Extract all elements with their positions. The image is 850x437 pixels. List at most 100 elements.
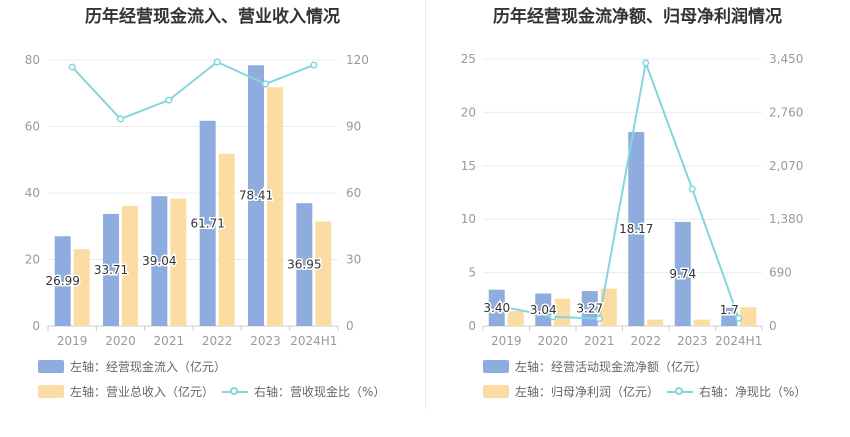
legend-label: 左轴：经营活动现金流净额（亿元）: [515, 360, 708, 374]
ratio-line: [71, 60, 315, 121]
data-label: 36.95: [287, 258, 321, 272]
y-tick-label-left: 20: [25, 253, 40, 267]
bar-primary: [488, 289, 505, 326]
bar-primary: [674, 221, 691, 326]
y-tick-label-right: 90: [346, 120, 361, 134]
legend-item-ratio[interactable]: 右轴：营收现金比（%）: [222, 383, 385, 400]
ratio-point: [549, 313, 557, 321]
bar-primary: [721, 307, 738, 326]
legend-label: 右轴：净现比（%）: [699, 385, 807, 399]
bar-swatch-icon: [483, 385, 509, 398]
ratio-point: [165, 96, 173, 104]
bar-primary: [248, 65, 264, 327]
y-tick-label-left: 10: [461, 212, 476, 226]
chart-title: 历年经营现金流净额、归母净利润情况: [493, 7, 782, 27]
chart-plot: 0 5 10 15 20 25 0 690 1,380 2,070 2,760 3,450 2019 20…: [461, 52, 804, 348]
chart-panel-cashflow-revenue: 历年经营现金流入、营业收入情况 0 20 40 60 80 0 30 60 90 120 2019 2…: [25, 7, 386, 400]
data-label: 3.04: [530, 303, 557, 317]
data-label: 9.74: [669, 267, 696, 281]
bar-primary: [199, 120, 216, 327]
y-tick-label-left: 5: [468, 266, 476, 280]
x-tick-label: 2019: [491, 334, 522, 348]
ratio-point: [642, 59, 650, 67]
bar-primary: [628, 131, 645, 326]
bar-secondary: [740, 307, 757, 326]
data-label: 3.40: [483, 301, 510, 315]
line-marker-icon: [222, 385, 248, 398]
bar-secondary: [218, 153, 235, 326]
y-tick-label-right: 690: [769, 266, 792, 280]
ratio-point: [310, 61, 318, 69]
y-tick-label-left: 60: [25, 120, 40, 134]
ratio-point: [735, 314, 743, 322]
bar-secondary: [73, 249, 90, 326]
ratio-line: [506, 59, 740, 320]
y-tick-label-right: 3,450: [769, 52, 803, 66]
chart-title: 历年经营现金流入、营业收入情况: [85, 7, 340, 27]
legend-item-net-cashflow[interactable]: 左轴：经营活动现金流净额（亿元）: [483, 358, 707, 375]
legend-label: 左轴：营业总收入（亿元）: [70, 385, 215, 399]
bar-primary: [151, 196, 168, 326]
data-label: 3.27: [576, 302, 603, 316]
bar-secondary: [267, 87, 283, 326]
data-label: 78.41: [239, 189, 273, 203]
ratio-point: [213, 58, 221, 66]
y-tick-label-left: 80: [25, 53, 40, 67]
x-tick-label: 2024H1: [715, 334, 762, 348]
chart-panel-netcashflow-profit: 历年经营现金流净额、归母净利润情况 0 5 10 15 20 25 0 690 1,380 2,0…: [425, 0, 850, 437]
bar-secondary: [647, 319, 664, 326]
legend-item-revenue[interactable]: 左轴：营业总收入（亿元）: [38, 383, 214, 400]
x-tick-label: 2022: [630, 334, 661, 348]
y-tick-label-right: 0: [769, 319, 777, 333]
x-tick-label: 2023: [677, 334, 708, 348]
bar-swatch-icon: [38, 360, 64, 373]
bar-secondary: [600, 288, 617, 326]
ratio-point: [116, 115, 125, 123]
line-marker-icon: [667, 385, 693, 398]
y-tick-label-left: 0: [468, 319, 476, 333]
data-label: 18.17: [619, 222, 653, 236]
bar-primary: [296, 203, 313, 326]
y-tick-label-left: 0: [32, 319, 40, 333]
y-tick-label-right: 120: [346, 53, 369, 67]
bar-primary: [54, 236, 71, 326]
chart-plot: 0 20 40 60 80 0 30 60 90 120 2019 2020 2021 2022 2023 2…: [25, 53, 369, 348]
bar-secondary: [693, 319, 710, 326]
ratio-point: [68, 63, 76, 71]
bar-swatch-icon: [483, 360, 509, 373]
legend-item-net-profit[interactable]: 左轴：归母净利润（亿元）: [483, 383, 659, 400]
data-label: 26.99: [45, 274, 79, 288]
legend-label: 左轴：归母净利润（亿元）: [515, 385, 660, 399]
x-tick-label: 2023: [250, 334, 281, 348]
y-tick-label-right: 2,760: [769, 105, 803, 119]
x-tick-label: 2024H1: [290, 334, 337, 348]
y-tick-label-right: 0: [346, 319, 354, 333]
y-tick-label-left: 15: [461, 159, 476, 173]
legend-label: 左轴：经营现金流入（亿元）: [70, 360, 227, 374]
x-tick-label: 2021: [154, 334, 185, 348]
legend-item-inflow[interactable]: 左轴：经营现金流入（亿元）: [38, 358, 226, 375]
y-tick-label-left: 40: [25, 186, 40, 200]
y-tick-label-left: 20: [461, 105, 476, 119]
x-tick-label: 2020: [105, 334, 136, 348]
bar-secondary: [315, 221, 332, 326]
x-tick-label: 2021: [584, 334, 615, 348]
data-label: 33.71: [94, 263, 128, 277]
x-tick-label: 2019: [57, 334, 88, 348]
legend-label: 右轴：营收现金比（%）: [254, 385, 386, 399]
data-label: 39.04: [142, 254, 176, 268]
y-tick-label-right: 1,380: [769, 212, 803, 226]
ratio-point: [688, 185, 696, 193]
y-tick-label-right: 60: [346, 186, 361, 200]
x-tick-label: 2020: [537, 334, 568, 348]
y-tick-label-right: 2,070: [769, 159, 803, 173]
bar-secondary: [170, 198, 187, 326]
y-tick-label-right: 30: [346, 253, 361, 267]
ratio-point: [502, 303, 510, 311]
data-label: 61.71: [190, 216, 224, 230]
bar-primary: [103, 213, 119, 326]
data-label: 1.7: [720, 303, 739, 317]
legend-item-cash-ratio[interactable]: 右轴：净现比（%）: [667, 383, 806, 400]
bar-secondary: [122, 205, 138, 326]
bar-primary: [535, 293, 552, 326]
